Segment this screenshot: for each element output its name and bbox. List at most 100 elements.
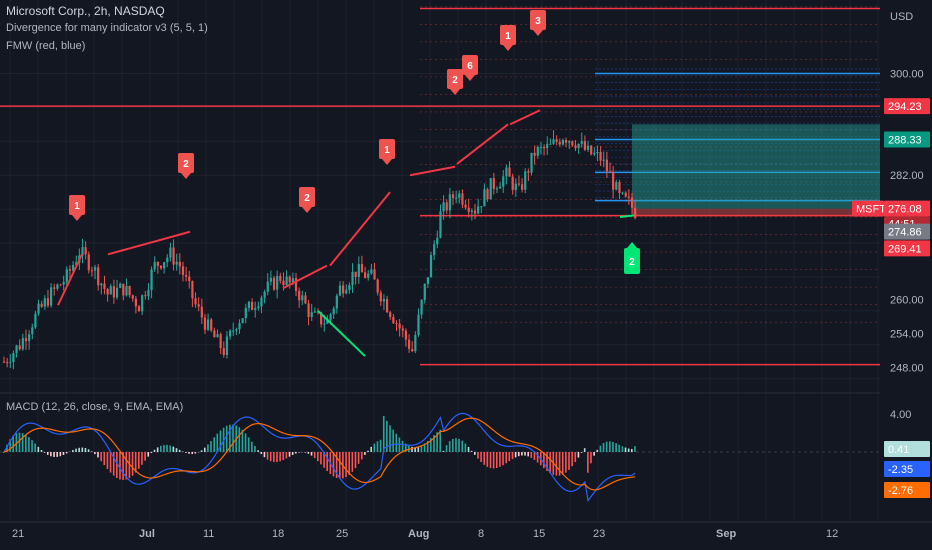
macd-histogram-bar [291, 452, 294, 455]
candle-body [310, 312, 313, 317]
candle-body [141, 295, 144, 312]
macd-histogram-bar [511, 452, 514, 460]
badge-box [69, 195, 85, 215]
macd-histogram-bar [141, 452, 143, 465]
candle-body [586, 145, 590, 150]
candle-body [546, 143, 549, 149]
macd-histogram-bar [160, 445, 162, 452]
candle-body [56, 284, 59, 289]
candle-body [379, 292, 382, 302]
divergence-line [282, 264, 328, 290]
macd-histogram-bar [596, 449, 599, 452]
badge-pointer [533, 30, 543, 36]
candle-body [364, 272, 367, 278]
macd-legend[interactable]: MACD (12, 26, close, 9, EMA, EMA) [6, 401, 184, 413]
macd-histogram-bar [194, 452, 197, 454]
divergence-indicator-legend[interactable]: Divergence for many indicator v3 (5, 5, … [6, 22, 208, 34]
last-price-tag-box [884, 200, 930, 217]
candle-body [445, 202, 448, 211]
macd-histogram-bar [15, 433, 18, 452]
candle-body [442, 202, 445, 212]
candle-body [329, 314, 332, 321]
time-tick-label: 15 [533, 528, 545, 540]
candle-body [216, 334, 219, 338]
candle-body [401, 328, 404, 331]
macd-histogram-bar [404, 443, 407, 452]
candle-body [524, 171, 527, 190]
candle-body [254, 308, 257, 310]
badge-label: 2 [629, 257, 635, 268]
signal-value-tag: -2.76 [884, 482, 930, 498]
chart-title[interactable]: Microsoft Corp., 2h, NASDAQ [6, 4, 165, 18]
candle-body [210, 319, 213, 331]
candle-body [53, 287, 56, 289]
macd-histogram-bar [455, 438, 457, 452]
candle-body [605, 159, 608, 172]
candle-body [159, 265, 163, 269]
candle-body [320, 312, 323, 325]
candle-body [266, 281, 269, 292]
macd-histogram-bar [31, 440, 33, 452]
macd-histogram-bar [59, 452, 62, 457]
candle-body [50, 287, 53, 306]
macd-histogram-bar [241, 429, 244, 452]
macd-tick-label: 4.00 [890, 409, 911, 421]
divergence-line [619, 214, 635, 219]
candle-body [156, 261, 159, 266]
candle-body [112, 286, 115, 298]
candle-body [276, 275, 279, 290]
macd-histogram-bar [310, 452, 313, 456]
candle-body [511, 176, 514, 190]
macd-histogram-bar [555, 452, 558, 476]
badge-pointer [450, 89, 460, 95]
macd-histogram-bar [593, 452, 595, 456]
macd-histogram-bar [75, 448, 77, 452]
ticker-tag-box [852, 200, 884, 217]
candle-body [335, 295, 338, 309]
candle-body [250, 301, 254, 310]
time-tick-label: 23 [593, 528, 605, 540]
candle-body [542, 146, 546, 149]
macd-histogram-bar [138, 452, 140, 469]
macd-histogram-bar [521, 452, 523, 456]
candle-body [583, 141, 586, 150]
candle-body [75, 262, 78, 266]
price-tag-269: 269.41 [884, 240, 930, 257]
macd-histogram-bar [12, 435, 15, 452]
time-axis-background [0, 522, 932, 550]
macd-histogram-bar [266, 452, 269, 460]
candle-body [150, 269, 153, 290]
candle-body [407, 339, 411, 349]
time-tick-label: 25 [336, 528, 348, 540]
macd-hist-tag-text: 0.41 [888, 444, 909, 456]
macd-histogram-bar [452, 438, 454, 452]
candle-body [40, 303, 43, 307]
macd-histogram-bar [288, 452, 291, 457]
macd-histogram-bar [62, 452, 65, 455]
macd-histogram-bar [40, 450, 43, 452]
badge-pointer [627, 242, 637, 248]
macd-histogram-bar [514, 452, 517, 458]
macd-histogram-bar [109, 452, 112, 473]
candle-body [360, 264, 364, 273]
candle-body [552, 139, 555, 144]
candle-body [232, 330, 235, 332]
candle-body [473, 210, 477, 214]
candle-body [533, 152, 536, 156]
candle-body [568, 141, 571, 143]
macd-histogram-bar [627, 448, 630, 452]
macd-histogram-bar [87, 449, 90, 452]
candle-body [332, 308, 335, 315]
fmw-indicator-legend[interactable]: FMW (red, blue) [6, 40, 86, 52]
macd-histogram-bar [181, 451, 184, 452]
candle-body [12, 353, 15, 363]
macd-value-tag-text: -2.35 [888, 464, 913, 476]
macd-histogram-bar [276, 452, 278, 462]
macd-histogram-bar [357, 452, 360, 464]
macd-histogram-bar [219, 430, 222, 452]
macd-histogram-bar [53, 452, 55, 457]
candle-body [213, 330, 216, 338]
badge-box [447, 69, 463, 89]
price-tick-label: 254.00 [890, 328, 924, 340]
